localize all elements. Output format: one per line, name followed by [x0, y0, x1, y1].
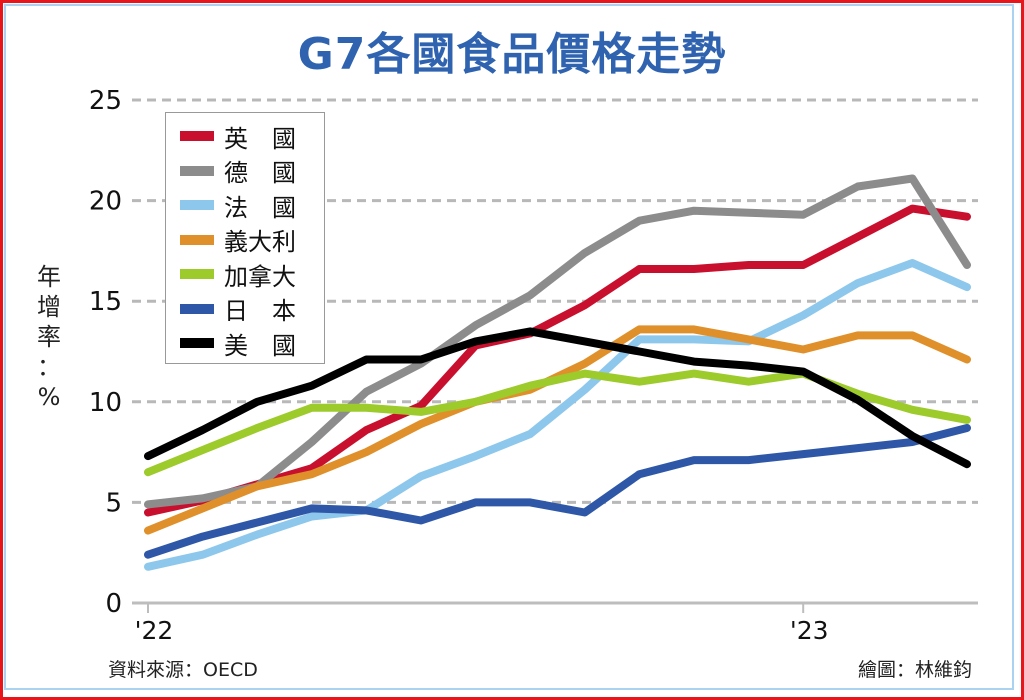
legend: 英 國 德 國 法 國 義大利 加拿大 日 本 美 國 [165, 112, 325, 364]
chart-title: G7各國食品價格走勢 [297, 29, 727, 80]
y-axis-label-char: 年 [37, 263, 61, 291]
series-line [144, 174, 971, 509]
legend-swatch [180, 165, 214, 176]
legend-swatch [180, 234, 214, 245]
x-tick-label: '22 [135, 616, 174, 645]
y-axis-label-char: 增 [37, 293, 61, 321]
legend-swatch [180, 200, 214, 211]
legend-item: 法 國 [180, 188, 324, 223]
legend-item: 英 國 [180, 119, 324, 154]
legend-label: 日 本 [224, 297, 296, 326]
y-axis-label-char: ： [37, 353, 61, 381]
legend-swatch [180, 131, 214, 142]
y-tick-label: 10 [89, 388, 122, 418]
y-tick-label: 5 [105, 488, 122, 518]
series-line [144, 259, 971, 571]
legend-swatch [180, 269, 214, 280]
y-tick-label: 0 [105, 589, 122, 619]
legend-swatch [180, 303, 214, 314]
legend-item: 加拿大 [180, 257, 324, 292]
y-tick-label: 15 [89, 287, 122, 317]
legend-label: 加拿大 [224, 262, 296, 291]
series-line [144, 424, 971, 559]
y-tick-label: 20 [89, 187, 122, 217]
legend-item: 日 本 [180, 292, 324, 327]
y-axis-label: 年 增 率 ： % [34, 262, 64, 412]
legend-label: 法 國 [224, 193, 296, 222]
credit-note: 繪圖：林維鈞 [857, 659, 972, 681]
source-note: 資料來源：OECD [108, 659, 258, 681]
legend-label: 義大利 [224, 228, 296, 257]
legend-label: 英 國 [224, 124, 296, 153]
y-axis-label-char: 率 [37, 323, 61, 351]
legend-item: 義大利 [180, 223, 324, 258]
series-line [144, 327, 971, 469]
y-tick-label: 25 [89, 86, 122, 116]
legend-label: 美 國 [224, 331, 296, 360]
legend-item: 美 國 [180, 326, 324, 361]
y-axis-label-char: % [37, 383, 61, 411]
legend-swatch [180, 338, 214, 349]
legend-item: 德 國 [180, 154, 324, 189]
legend-label: 德 國 [224, 159, 296, 188]
x-tick-label: '23 [790, 616, 829, 645]
